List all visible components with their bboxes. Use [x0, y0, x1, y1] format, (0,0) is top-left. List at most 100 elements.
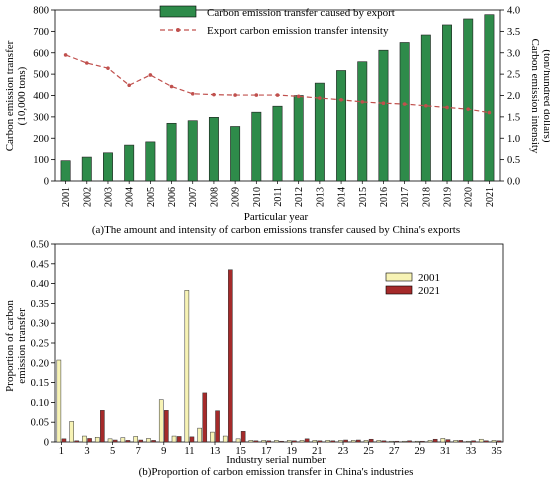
chart-b-ytick-label: 0.05 — [31, 418, 49, 429]
chart-b-bar-2021 — [330, 440, 336, 443]
chart-b-bar-2021 — [253, 440, 259, 443]
chart-a-bar-export-transfer — [230, 126, 241, 182]
chart-a-bar-export-transfer — [293, 95, 304, 182]
chart-b-ticks: 0 0.05 0.10 0.15 0.20 0.25 0.30 0.35 0.40 0.45 0.5… — [31, 240, 502, 458]
chart-a-ylabel-left-line2: (10,000 tons) — [16, 66, 28, 125]
chart-a-ytick-right-label: 2.5 — [507, 70, 520, 81]
chart-b-bar-2021 — [87, 438, 92, 443]
chart-a-xtick-label: 2004 — [125, 187, 136, 207]
chart-b-bar-2001 — [274, 440, 279, 443]
chart-a-xtick-label: 2005 — [146, 187, 157, 207]
chart-a-ticks: 0 100 200 300 400 500 600 700 800 0.0 0.5 1.0 1.5 2.0… — [33, 6, 520, 208]
chart-b-bar-2001 — [235, 438, 241, 443]
chart-a-xtick-label: 2008 — [209, 187, 220, 207]
chart-b-bar-2021 — [458, 440, 464, 443]
chart-a-xtick-label: 2001 — [61, 187, 72, 207]
chart-b-xtick-label: 13 — [210, 446, 221, 457]
chart-b-bar-2001 — [325, 440, 330, 443]
chart-a-ytick-right-label: 3.5 — [507, 27, 520, 38]
chart-b-bar-2001 — [350, 440, 356, 443]
chart-a: 0 100 200 300 400 500 600 700 800 0.0 0.5 1.0 1.5 2.0… — [4, 6, 550, 237]
chart-b-bar-2021 — [432, 438, 438, 443]
chart-a-bar-export-transfer — [81, 156, 92, 182]
chart-b-bar-2001 — [478, 438, 484, 443]
chart-b-ylabel-line1: Proportion of carbon — [4, 300, 16, 392]
chart-b-bar-2021 — [138, 439, 144, 443]
chart-a-point-intensity — [487, 110, 492, 115]
chart-b-bar-2021 — [343, 439, 348, 443]
chart-a-point-intensity — [296, 94, 301, 99]
chart-b-bar-2001 — [414, 440, 420, 443]
chart-a-ylabel-left-line1: Carbon emission transfer — [4, 40, 16, 151]
legend-label-export-transfer: Carbon emission transfer caused by expor… — [207, 7, 395, 19]
chart-a-point-intensity — [424, 103, 428, 108]
chart-a-xtick-label: 2007 — [188, 187, 199, 207]
chart-b-bar-2001 — [389, 440, 394, 443]
chart-a-ytick-left-label: 0 — [44, 177, 49, 188]
chart-a-point-intensity — [275, 93, 280, 97]
chart-b-bar-2021 — [407, 440, 412, 443]
chart-a-point-intensity — [360, 100, 365, 104]
chart-a-bar-export-transfer — [442, 24, 452, 182]
chart-b-bar-2021 — [100, 410, 105, 443]
chart-b-bar-2001 — [94, 436, 100, 443]
chart-a-xtick-label: 2011 — [273, 187, 284, 207]
chart-a-bar-export-transfer — [420, 34, 431, 182]
chart-b-bar-2021 — [279, 440, 284, 443]
chart-b-xtick-label: 9 — [161, 446, 166, 457]
chart-a-xtick-label: 2010 — [252, 187, 263, 207]
chart-a-bar-export-transfer — [187, 120, 198, 182]
chart-b: 0 0.05 0.10 0.15 0.20 0.25 0.30 0.35 0.40 0.45 0.5… — [4, 240, 504, 478]
chart-a-point-intensity — [254, 93, 259, 97]
chart-b-bar-2001 — [363, 440, 369, 443]
chart-a-bar-export-transfer — [60, 160, 71, 182]
chart-b-bar-2021 — [202, 392, 208, 443]
chart-b-bar-2021 — [74, 440, 80, 443]
chart-b-bar-2021 — [420, 440, 425, 443]
chart-b-ytick-label: 0.45 — [31, 259, 49, 270]
chart-b-xtick-label: 33 — [466, 446, 477, 457]
chart-a-xtick-label: 2002 — [82, 187, 93, 207]
chart-b-bar-2021 — [151, 440, 156, 443]
chart-b-ytick-label: 0.35 — [31, 299, 49, 310]
chart-a-bar-export-transfer — [251, 111, 262, 182]
chart-b-xtick-label: 35 — [491, 446, 502, 457]
chart-b-bar-2001 — [402, 440, 407, 443]
chart-b-ytick-label: 0.50 — [31, 240, 49, 251]
chart-b-bar-2001 — [453, 440, 458, 443]
chart-b-bar-2021 — [356, 439, 361, 443]
chart-b-bar-2021 — [240, 431, 246, 443]
chart-b-bar-2021 — [189, 436, 195, 443]
chart-a-point-intensity — [339, 97, 343, 102]
chart-a-point-intensity — [148, 73, 153, 77]
chart-b-ylabel-line2: emission transfer — [16, 308, 28, 384]
chart-b-bar-2001 — [427, 440, 433, 443]
chart-a-bar-export-transfer — [208, 117, 219, 182]
legend-label-2021: 2021 — [418, 285, 440, 297]
chart-b-bar-2021 — [164, 410, 169, 443]
chart-a-bar-export-transfer — [166, 122, 177, 182]
chart-a-xlabel: Particular year — [244, 211, 309, 223]
chart-b-bar-2021 — [445, 439, 451, 443]
chart-a-point-intensity — [445, 105, 449, 110]
chart-a-xtick-label: 2003 — [103, 187, 114, 207]
chart-b-bar-2001 — [491, 440, 497, 443]
chart-b-bar-2001 — [440, 438, 446, 443]
chart-a-xtick-label: 2021 — [485, 187, 496, 207]
chart-b-xtick-label: 27 — [389, 446, 400, 457]
chart-b-bar-2001 — [338, 440, 343, 443]
chart-b-bar-2001 — [312, 440, 318, 443]
chart-a-xtick-label: 2016 — [379, 187, 390, 207]
chart-b-ytick-label: 0.10 — [31, 398, 49, 409]
chart-b-xtick-label: 29 — [415, 446, 426, 457]
chart-a-bar-export-transfer — [484, 14, 495, 182]
chart-b-bar-2021 — [496, 440, 502, 443]
chart-a-bar-export-transfer — [336, 70, 347, 182]
chart-a-bars — [60, 14, 495, 182]
chart-b-bar-2021 — [215, 410, 220, 443]
chart-a-line — [63, 53, 492, 115]
chart-a-ytick-left-label: 500 — [33, 70, 49, 81]
chart-b-bar-2001 — [120, 437, 126, 443]
chart-b-bar-2001 — [210, 431, 215, 443]
